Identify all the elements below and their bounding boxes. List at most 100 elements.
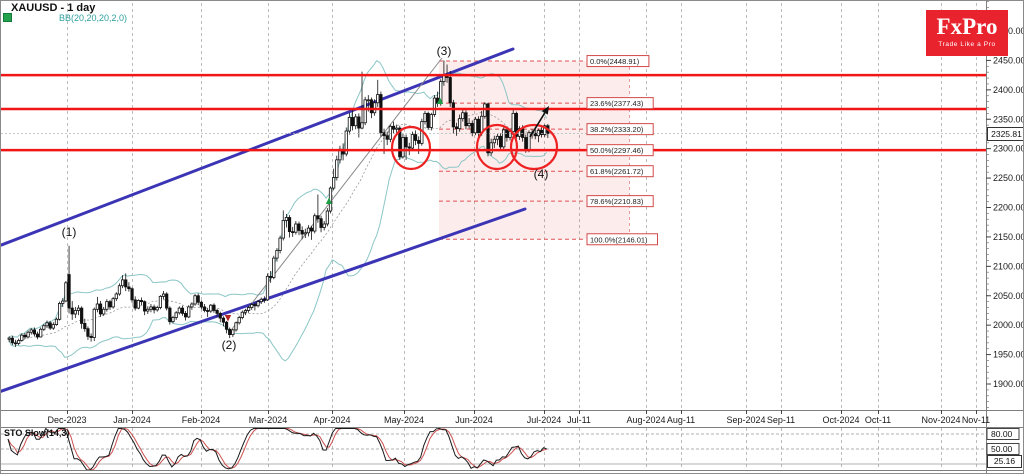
fibonacci-label: 78.6%(2210.83): [590, 197, 644, 206]
fibonacci-label: 38.2%(2333.20): [590, 125, 644, 134]
candle: [139, 300, 144, 303]
time-tick-label: Sep-2024: [726, 415, 765, 425]
candle: [121, 279, 125, 287]
highlight-circle: [475, 123, 519, 171]
candle: [76, 307, 81, 311]
candle: [246, 307, 251, 311]
candle: [111, 298, 115, 308]
candle: [432, 97, 437, 115]
candle: [155, 307, 159, 311]
candle: [253, 304, 257, 307]
price-tick-label: 2050.00: [993, 291, 1024, 301]
candle: [303, 232, 307, 235]
candle: [171, 317, 175, 323]
candle: [489, 142, 493, 154]
candle: [388, 125, 392, 140]
price-tick-label: 1950.00: [993, 350, 1024, 360]
time-tick-label: Oct-2024: [822, 415, 859, 425]
candle: [117, 285, 122, 295]
green-marker-icon[interactable]: [3, 13, 12, 22]
sto-indicator-label: STO Slow(14,3): [4, 428, 70, 438]
time-gridlines: [67, 3, 977, 470]
candle: [458, 118, 462, 130]
bb-middle-band: [7, 111, 547, 342]
wave-labels: (1) (2) (3) (4): [62, 44, 549, 352]
candle: [335, 159, 339, 178]
sto-level-badge-label: 80.00: [991, 429, 1013, 439]
candle: [174, 312, 178, 318]
candle: [332, 177, 336, 189]
candle: [212, 304, 216, 311]
candle: [291, 231, 295, 234]
candle: [13, 342, 18, 345]
sto-levels: [1, 433, 986, 465]
time-tick-label: Aug-2024: [626, 415, 665, 425]
price-tick-label: 2350.00: [993, 114, 1024, 124]
candle: [161, 293, 166, 297]
price-tick-label: 2150.00: [993, 232, 1024, 242]
sto-level-badge: [986, 428, 1020, 440]
candle: [492, 138, 496, 144]
time-tick-label: Aug-11: [667, 415, 695, 425]
candle: [536, 130, 541, 137]
wave-connector-line: [231, 57, 443, 330]
candle: [385, 135, 389, 140]
trend-line: [1, 207, 527, 393]
candle: [401, 137, 405, 158]
candle: [29, 329, 33, 333]
candle: [344, 130, 348, 155]
candle: [262, 298, 266, 301]
time-tick-label: Jul-2024: [527, 415, 562, 425]
candle: [410, 134, 415, 149]
candle: [300, 230, 304, 235]
candle: [228, 328, 232, 335]
candle: [498, 135, 503, 148]
candle: [464, 112, 468, 127]
price-tick-label: 2400.00: [993, 85, 1024, 95]
candle: [539, 130, 544, 135]
price-axis[interactable]: 2500.00 2450.00 2400.00 2350.00 2300.00 2250.…: [986, 1, 1024, 408]
price-tick-label: 1900.00: [993, 379, 1024, 389]
candle: [413, 134, 418, 141]
candle: [73, 310, 77, 315]
candle: [284, 217, 289, 221]
candle: [309, 227, 314, 232]
candle: [495, 135, 500, 140]
candle: [476, 118, 481, 134]
candle: [350, 117, 355, 127]
candle: [190, 303, 194, 308]
fibonacci-label: 61.8%(2261.72): [590, 167, 644, 176]
time-tick-label: Oct-11: [865, 415, 891, 425]
time-tick-label: Apr-2024: [313, 415, 350, 425]
sto-axis[interactable]: 80.00 50.00: [986, 428, 1020, 455]
candle: [193, 295, 197, 305]
signal-markers: [224, 97, 444, 322]
candle: [98, 303, 103, 315]
candle: [407, 146, 411, 149]
candle: [86, 328, 90, 337]
candle: [187, 306, 191, 318]
candle: [177, 307, 181, 314]
price-tick-label: 2000.00: [993, 320, 1024, 330]
fibonacci-label-box: [586, 144, 654, 157]
candle: [395, 127, 399, 130]
sto-level-badge-label: 50.00: [991, 444, 1013, 454]
candle: [521, 128, 525, 138]
candle: [89, 335, 93, 338]
candle: [39, 328, 43, 338]
candle: [183, 312, 188, 318]
candle: [92, 308, 96, 338]
time-tick-label: Feb-2024: [182, 415, 221, 425]
time-tick-label: Sep-11: [767, 415, 795, 425]
fibonacci-label: 50.0%(2297.46): [590, 146, 644, 155]
candle: [67, 274, 71, 309]
candle: [316, 215, 320, 220]
time-axis[interactable]: Dec-2023 Jan-2024 Feb-2024 Mar-2024 Apr-2024…: [47, 410, 990, 425]
candle: [209, 304, 213, 312]
up-arrow-marker: [436, 97, 444, 104]
candle: [64, 282, 68, 302]
current-price-badge: 2325.81: [987, 127, 1023, 141]
candle: [105, 301, 109, 310]
bb-lower-band: [7, 145, 547, 362]
